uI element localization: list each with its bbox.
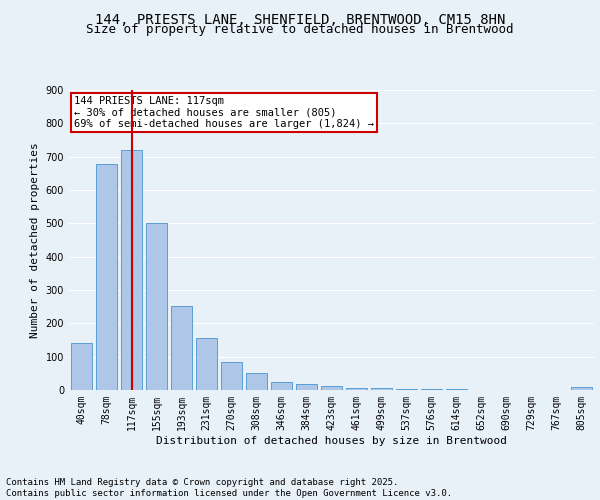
Bar bbox=[371, 388, 392, 390]
X-axis label: Distribution of detached houses by size in Brentwood: Distribution of detached houses by size … bbox=[156, 436, 507, 446]
Bar bbox=[421, 389, 442, 390]
Text: 144, PRIESTS LANE, SHENFIELD, BRENTWOOD, CM15 8HN: 144, PRIESTS LANE, SHENFIELD, BRENTWOOD,… bbox=[95, 12, 505, 26]
Bar bbox=[321, 386, 342, 390]
Text: Contains HM Land Registry data © Crown copyright and database right 2025.
Contai: Contains HM Land Registry data © Crown c… bbox=[6, 478, 452, 498]
Bar bbox=[96, 164, 117, 390]
Bar bbox=[396, 388, 417, 390]
Bar bbox=[271, 382, 292, 390]
Bar bbox=[296, 384, 317, 390]
Text: 144 PRIESTS LANE: 117sqm
← 30% of detached houses are smaller (805)
69% of semi-: 144 PRIESTS LANE: 117sqm ← 30% of detach… bbox=[74, 96, 374, 129]
Bar bbox=[71, 344, 92, 390]
Text: Size of property relative to detached houses in Brentwood: Size of property relative to detached ho… bbox=[86, 22, 514, 36]
Bar bbox=[146, 224, 167, 390]
Bar bbox=[221, 362, 242, 390]
Bar bbox=[121, 150, 142, 390]
Bar bbox=[346, 388, 367, 390]
Bar bbox=[196, 338, 217, 390]
Bar bbox=[246, 374, 267, 390]
Y-axis label: Number of detached properties: Number of detached properties bbox=[30, 142, 40, 338]
Bar bbox=[171, 306, 192, 390]
Bar bbox=[571, 388, 592, 390]
